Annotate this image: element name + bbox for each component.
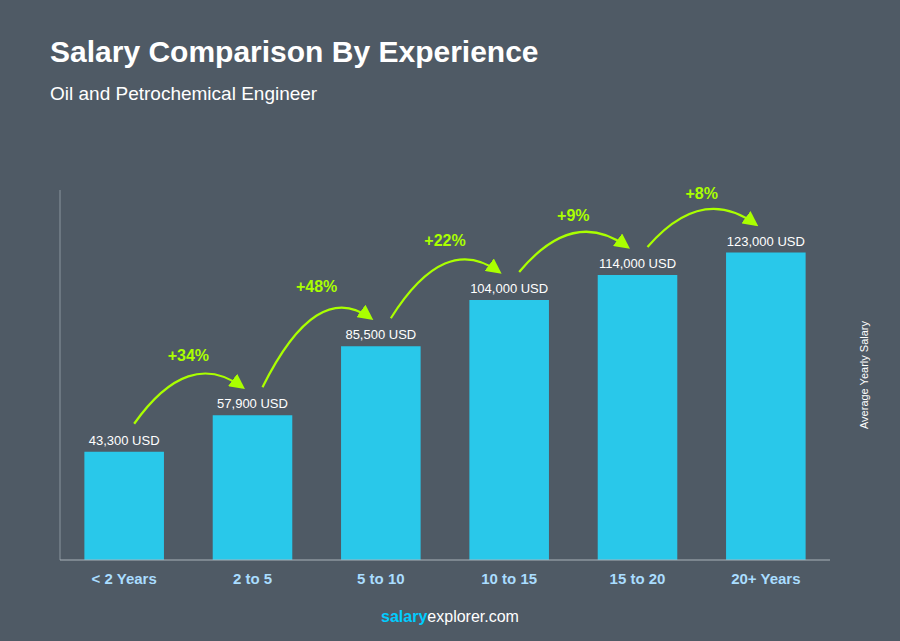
background	[0, 0, 900, 641]
title: Salary Comparison By Experience	[50, 35, 539, 68]
chart-container: Salary Comparison By Experience Oil and P…	[0, 0, 900, 641]
x-tick-label: 5 to 10	[357, 570, 405, 587]
footer-rest: explorer.com	[427, 608, 519, 625]
footer-bold: salary	[381, 608, 427, 625]
data-label: 57,900 USD	[217, 396, 288, 411]
data-label: 104,000 USD	[470, 281, 548, 296]
bars	[84, 253, 805, 561]
bar	[598, 275, 678, 560]
data-label: 85,500 USD	[345, 327, 416, 342]
bar	[726, 253, 806, 561]
change-label: +48%	[296, 278, 337, 295]
x-tick-label: 20+ Years	[731, 570, 800, 587]
change-label: +22%	[424, 232, 465, 249]
x-tick-label: 15 to 20	[610, 570, 666, 587]
footer: salaryexplorer.com	[381, 608, 519, 625]
x-tick-label: 10 to 15	[481, 570, 537, 587]
bar	[469, 300, 549, 560]
change-arrow	[134, 374, 242, 424]
data-labels: 43,300 USD 57,900 USD 85,500 USD 104,000 US…	[89, 234, 805, 448]
bar	[341, 346, 421, 560]
subtitle: Oil and Petrochemical Engineer	[50, 83, 318, 104]
chart-svg: Salary Comparison By Experience Oil and P…	[0, 0, 900, 641]
data-label: 43,300 USD	[89, 433, 160, 448]
bar	[213, 415, 293, 560]
change-label: +9%	[557, 207, 589, 224]
change-arrow	[391, 259, 499, 318]
change-annotations: +34% +48% +22% +9% +8%	[134, 185, 756, 424]
change-label: +8%	[685, 185, 717, 202]
change-arrow	[263, 308, 371, 388]
change-arrow	[519, 232, 627, 272]
bar	[84, 452, 164, 560]
y-axis-line	[60, 190, 61, 560]
data-label: 114,000 USD	[599, 256, 676, 271]
change-arrow	[648, 209, 756, 247]
x-tick-label: < 2 Years	[92, 570, 157, 587]
x-axis-line	[60, 560, 830, 561]
x-tick-label: 2 to 5	[233, 570, 272, 587]
y-axis-label: Average Yearly Salary	[858, 320, 870, 429]
data-label: 123,000 USD	[727, 234, 805, 249]
change-label: +34%	[168, 347, 209, 364]
